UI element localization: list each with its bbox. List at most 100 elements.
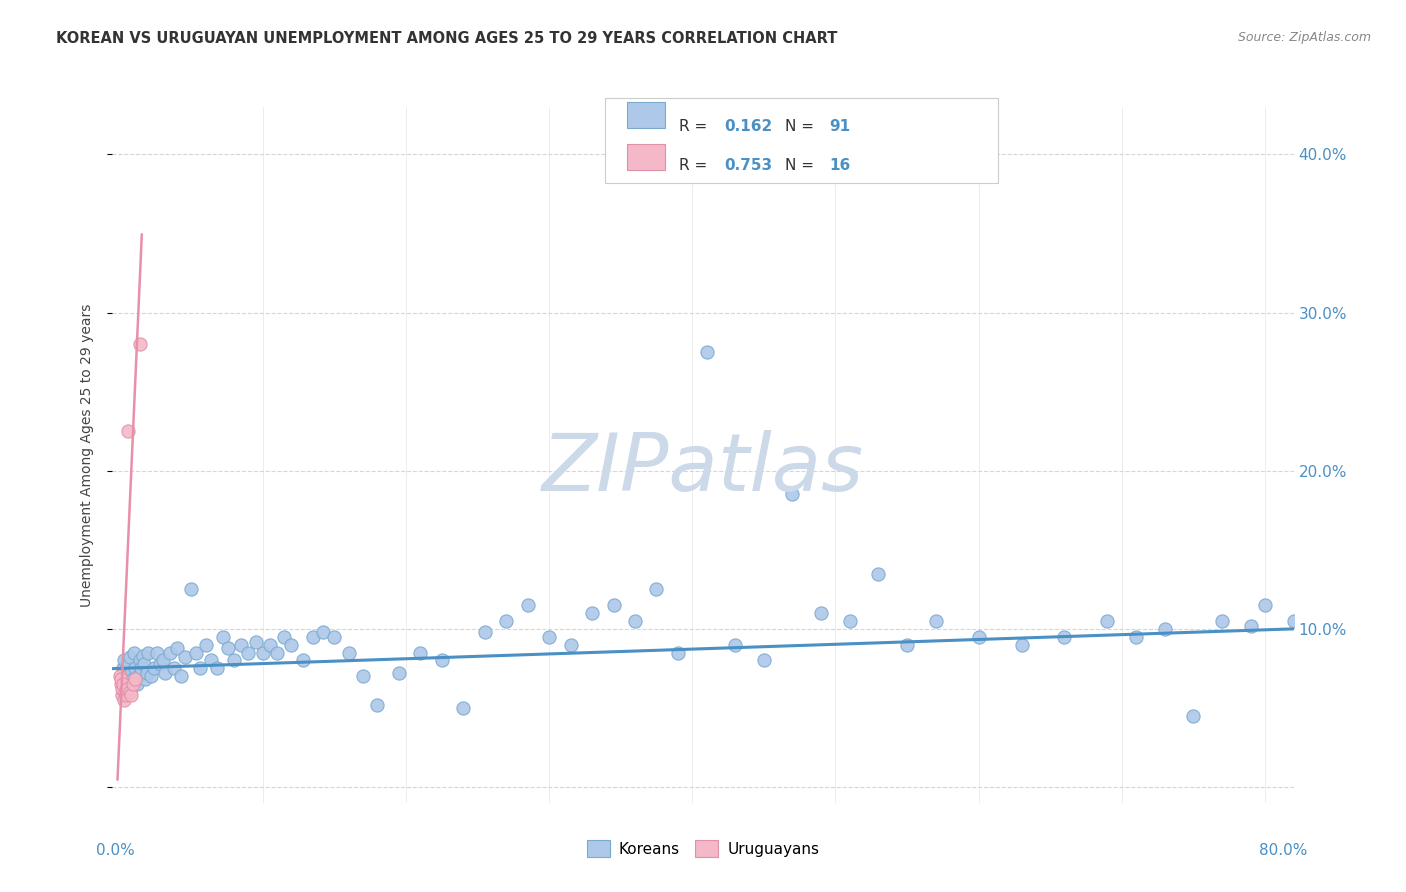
Point <box>184 646 207 660</box>
Point <box>1153 622 1175 636</box>
Text: 91: 91 <box>830 119 851 134</box>
Point <box>188 661 211 675</box>
Point <box>124 661 146 675</box>
Point <box>782 487 804 501</box>
Point <box>139 669 162 683</box>
Point <box>174 650 197 665</box>
Point <box>111 677 134 691</box>
Point <box>159 646 181 660</box>
Point <box>352 669 374 683</box>
Point <box>224 653 246 667</box>
Point <box>114 685 136 699</box>
Point <box>302 630 325 644</box>
Point <box>602 598 624 612</box>
Point <box>967 630 990 644</box>
Point <box>149 657 172 671</box>
Point <box>127 669 149 683</box>
Point <box>538 630 561 644</box>
Point <box>724 638 747 652</box>
Point <box>155 666 177 681</box>
Point <box>111 681 134 696</box>
Point <box>135 666 157 681</box>
Point <box>194 638 217 652</box>
Point <box>291 653 314 667</box>
Point <box>132 657 155 671</box>
Point <box>366 698 388 712</box>
Point <box>752 653 775 667</box>
Point <box>128 337 150 351</box>
Point <box>118 685 141 699</box>
Point <box>163 661 186 675</box>
Point <box>451 701 474 715</box>
Text: R =: R = <box>679 119 713 134</box>
Point <box>474 625 496 640</box>
Point <box>110 677 132 691</box>
Point <box>114 669 136 683</box>
Point <box>238 646 260 660</box>
Point <box>516 598 538 612</box>
Point <box>1053 630 1076 644</box>
Point <box>143 661 166 675</box>
Point <box>124 673 146 687</box>
Point <box>581 606 603 620</box>
Point <box>280 638 302 652</box>
Point <box>111 661 134 675</box>
Point <box>495 614 517 628</box>
Text: 0.0%: 0.0% <box>96 843 135 858</box>
Point <box>896 638 918 652</box>
Point <box>122 677 145 691</box>
Text: 80.0%: 80.0% <box>1260 843 1308 858</box>
Point <box>252 646 274 660</box>
Y-axis label: Unemployment Among Ages 25 to 29 years: Unemployment Among Ages 25 to 29 years <box>80 303 94 607</box>
Point <box>1340 618 1362 632</box>
Point <box>117 424 139 438</box>
Text: KOREAN VS URUGUAYAN UNEMPLOYMENT AMONG AGES 25 TO 29 YEARS CORRELATION CHART: KOREAN VS URUGUAYAN UNEMPLOYMENT AMONG A… <box>56 31 838 46</box>
Point <box>114 688 136 702</box>
Legend: Koreans, Uruguayans: Koreans, Uruguayans <box>579 833 827 864</box>
Point <box>245 634 267 648</box>
Point <box>337 646 360 660</box>
Point <box>1211 614 1233 628</box>
Point <box>170 669 193 683</box>
Point <box>180 582 202 597</box>
Point <box>1182 708 1205 723</box>
Point <box>111 688 134 702</box>
Point <box>409 646 432 660</box>
Point <box>430 653 453 667</box>
Point <box>273 630 295 644</box>
Point <box>312 625 335 640</box>
Point <box>120 666 142 681</box>
Point <box>217 640 239 655</box>
Point <box>136 646 159 660</box>
Point <box>1310 609 1333 624</box>
Point <box>166 640 188 655</box>
Point <box>134 673 156 687</box>
Point <box>115 677 138 691</box>
Point <box>128 653 150 667</box>
Point <box>122 646 145 660</box>
Point <box>231 638 253 652</box>
Point <box>323 630 346 644</box>
Point <box>624 614 647 628</box>
Point <box>129 661 152 675</box>
Point <box>868 566 890 581</box>
Point <box>125 677 148 691</box>
Point <box>131 648 153 663</box>
Text: N =: N = <box>785 119 818 134</box>
Point <box>266 646 288 660</box>
Text: N =: N = <box>785 158 818 173</box>
Text: 0.162: 0.162 <box>724 119 772 134</box>
Point <box>1239 618 1261 632</box>
Point <box>924 614 946 628</box>
Point <box>1097 614 1119 628</box>
Point <box>838 614 860 628</box>
Point <box>645 582 668 597</box>
Point <box>259 638 281 652</box>
Point <box>152 653 174 667</box>
Point <box>1254 598 1277 612</box>
Point <box>560 638 582 652</box>
Point <box>200 653 222 667</box>
Point <box>666 646 689 660</box>
Point <box>112 653 135 667</box>
Point <box>1282 614 1305 628</box>
